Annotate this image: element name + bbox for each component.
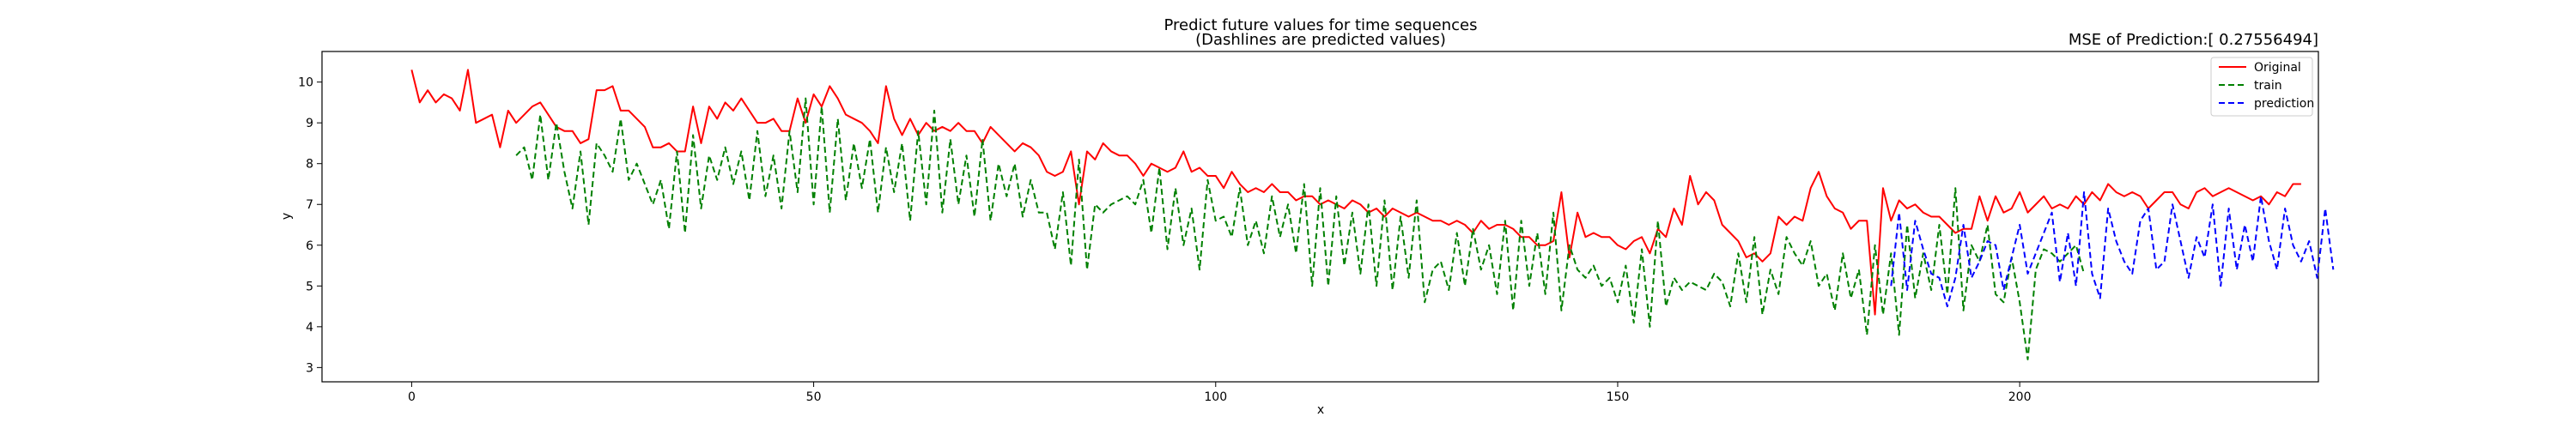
- y-tick-label: 5: [306, 280, 313, 293]
- x-tick-label: 200: [2008, 390, 2032, 404]
- legend: Original train prediction: [2210, 57, 2314, 117]
- plot-area: [321, 51, 2319, 383]
- y-axis: 3 4 5 6 7 8 9 10: [298, 76, 322, 375]
- y-axis-label: y: [280, 213, 294, 220]
- x-axis-label: x: [1317, 403, 1324, 417]
- y-tick-label: 3: [306, 361, 313, 375]
- mse-label: MSE of Prediction:[ 0.27556494]: [2069, 31, 2318, 49]
- x-tick-label: 100: [1204, 390, 1227, 404]
- chart-title: Predict future values for time sequences: [1164, 16, 1478, 34]
- series-line-prediction: [1890, 190, 2335, 308]
- legend-box: [2210, 57, 2313, 117]
- y-tick-label: 10: [298, 76, 313, 90]
- chart-subtitle: (Dashlines are predicted values): [1195, 31, 1446, 49]
- y-tick-label: 6: [306, 239, 313, 253]
- y-tick-label: 9: [306, 117, 313, 130]
- series-line-original: [410, 69, 2301, 316]
- y-tick-label: 8: [306, 158, 313, 172]
- legend-label-prediction: prediction: [2254, 97, 2314, 111]
- legend-label-original: Original: [2254, 61, 2301, 75]
- y-tick-label: 7: [306, 198, 313, 212]
- series-lines: [410, 69, 2335, 360]
- y-tick-label: 4: [306, 321, 313, 335]
- x-tick-label: 150: [1607, 390, 1630, 404]
- series-line-train: [515, 97, 2086, 360]
- legend-label-train: train: [2254, 79, 2282, 93]
- x-tick-label: 50: [806, 390, 822, 404]
- x-axis: 0 50 100 150 200: [408, 382, 2032, 404]
- x-tick-label: 0: [408, 390, 416, 404]
